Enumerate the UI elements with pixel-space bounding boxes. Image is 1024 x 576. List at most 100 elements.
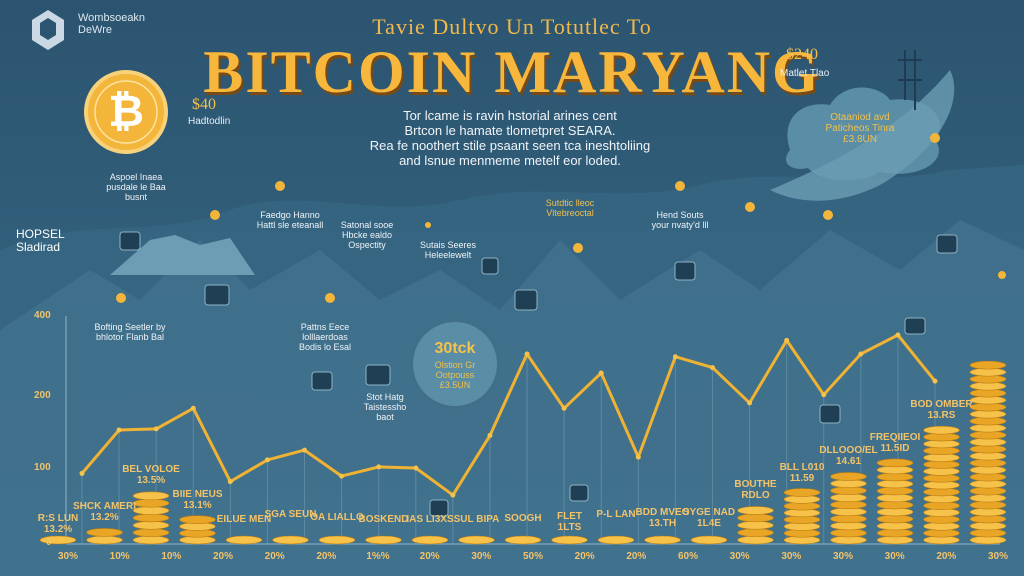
bar-label: BOSKEND: [352, 514, 416, 525]
price-point: [450, 492, 456, 498]
annotation-line: Bodis lo Esal: [298, 342, 352, 352]
annotation-line: Faedgo Hanno: [260, 210, 320, 220]
price-line: [80, 333, 937, 497]
coin-stack-bar: [923, 425, 960, 545]
bar-label-line: IAS LI3XS: [406, 513, 454, 525]
coin: [39, 535, 77, 545]
coin: [86, 535, 123, 545]
price-point: [339, 473, 345, 479]
bar-label: BLL L010 11.59: [770, 462, 834, 484]
annotation-line: pusdale le Baa: [106, 182, 166, 192]
bar-label: BEL VOLOE 13.5%: [119, 464, 183, 486]
coin: [132, 520, 170, 530]
coin: [876, 458, 914, 468]
bar-label-value: 14.61: [835, 456, 862, 468]
bar-label-line: EILUE MEN: [216, 513, 272, 525]
price-point: [635, 454, 641, 460]
bar-label-line: BOSKEND: [358, 513, 409, 525]
coin: [737, 535, 774, 545]
coin: [132, 535, 170, 545]
bubble-line: Ootpouss: [435, 370, 475, 380]
x-tick-label: 30%: [832, 551, 853, 562]
coin: [969, 360, 1007, 370]
annotation-line: your nvaty'd lll: [651, 220, 709, 230]
price-point: [895, 332, 901, 338]
bar-label-line: DLLOOO/EL: [819, 445, 878, 457]
bar-label: SOOGH: [491, 513, 555, 524]
bar-label: BIIE NEUS 13.1%: [166, 489, 230, 511]
coin-stack-bar: [830, 472, 867, 545]
x-tick-label: 20%: [626, 551, 647, 562]
coin-stack-bar: [597, 535, 635, 545]
description-line: Rea fe noothert stile psaant seen tca in…: [369, 138, 651, 153]
coin: [737, 528, 774, 537]
side-label-line: Sladirad: [16, 240, 61, 254]
bubble-text: Olstion Gr Ootpouss £3.5UN: [413, 360, 497, 390]
x-tick-label: 30%: [57, 551, 78, 562]
x-tick-label: 30%: [729, 551, 750, 562]
annotation: Faedgo Hanno Hattl sle eteanall: [240, 210, 340, 230]
coin: [690, 535, 728, 545]
bar-label-value: 11.5ID: [880, 442, 910, 454]
annotation: Sutais Seeres Heleelewelt: [408, 240, 488, 260]
coin-label: Hadtodlin: [188, 116, 231, 127]
coin-stack-bar: [783, 488, 821, 545]
coin: [458, 535, 495, 545]
bar-label-value: 1LTS: [557, 521, 582, 533]
bar-label: SHCK AMERI 13.2%: [73, 501, 137, 523]
y-tick-label: 100: [34, 462, 51, 473]
logo-line-2: DeWre: [78, 24, 113, 36]
coin: [644, 535, 681, 545]
coin-stack-bar: [132, 491, 170, 545]
coin: [132, 506, 170, 515]
side-label: HOPSEL Sladirad: [16, 228, 65, 254]
highlight-bubble: [413, 322, 497, 406]
annotation: Hend Souts your nvaty'd lll: [640, 210, 720, 230]
top-right-price: $240: [786, 46, 818, 63]
x-tick-label: 20%: [316, 551, 337, 562]
coin: [411, 535, 449, 545]
annotation-line: Sutdtic lleoc: [545, 198, 595, 208]
x-tick-label: 20%: [264, 551, 285, 562]
coin: [737, 506, 774, 515]
coin: [783, 488, 821, 497]
bar-label: P-L LAN: [584, 509, 648, 520]
coin: [318, 535, 356, 545]
price-point: [747, 400, 753, 406]
x-tick-label: 20%: [936, 551, 957, 562]
price-point: [227, 479, 233, 485]
cloud-line: Otaaniod avd: [830, 112, 890, 123]
bubble-line: Olstion Gr: [434, 360, 476, 370]
bar-label-line: BLL L010: [779, 461, 825, 473]
x-tick-label: 20%: [574, 551, 595, 562]
annotation: Bofting Seetler by bhlotor Flanb Bal: [70, 322, 190, 342]
bar-label-value: 11.59: [789, 472, 815, 484]
bar-label-line: SUL BIPA: [453, 513, 500, 525]
coin: [272, 535, 309, 545]
coin: [225, 535, 263, 545]
bubble-value: 30tck: [434, 340, 476, 357]
x-tick-label: 10%: [161, 551, 182, 562]
y-tick-label: 0: [46, 537, 52, 548]
bar-label-value: 13.5%: [136, 475, 166, 487]
x-tick-label: 1%%: [366, 551, 390, 562]
bar-label: BOUTHE RDLO: [724, 479, 788, 501]
annotation-line: Hend Souts: [656, 210, 704, 220]
bar-label-line: R:S LUN: [37, 512, 79, 524]
price-point: [672, 354, 678, 360]
annotation-line: Vltebreoctal: [546, 208, 594, 218]
annotation-line: Stot Hatg: [366, 392, 404, 402]
bar-label: BDD MVEO 13.TH: [631, 507, 695, 529]
price-point: [302, 447, 308, 453]
annotation: Stot Hatg Taistessho baot: [350, 392, 420, 422]
cloud-swoosh: [770, 70, 955, 201]
bar-label-value: 13.2%: [90, 511, 119, 523]
bar-label-line: BIIE NEUS: [172, 488, 223, 500]
description: Tor lcame is ravin hstorial arines cent …: [300, 108, 720, 168]
bar-label-line: SYGE NAD: [682, 507, 736, 519]
price-point: [190, 405, 196, 411]
price-point: [79, 470, 85, 476]
bar-label: FLET 1LTS: [538, 511, 602, 533]
top-right-label: Matlet Tlao: [780, 68, 830, 79]
